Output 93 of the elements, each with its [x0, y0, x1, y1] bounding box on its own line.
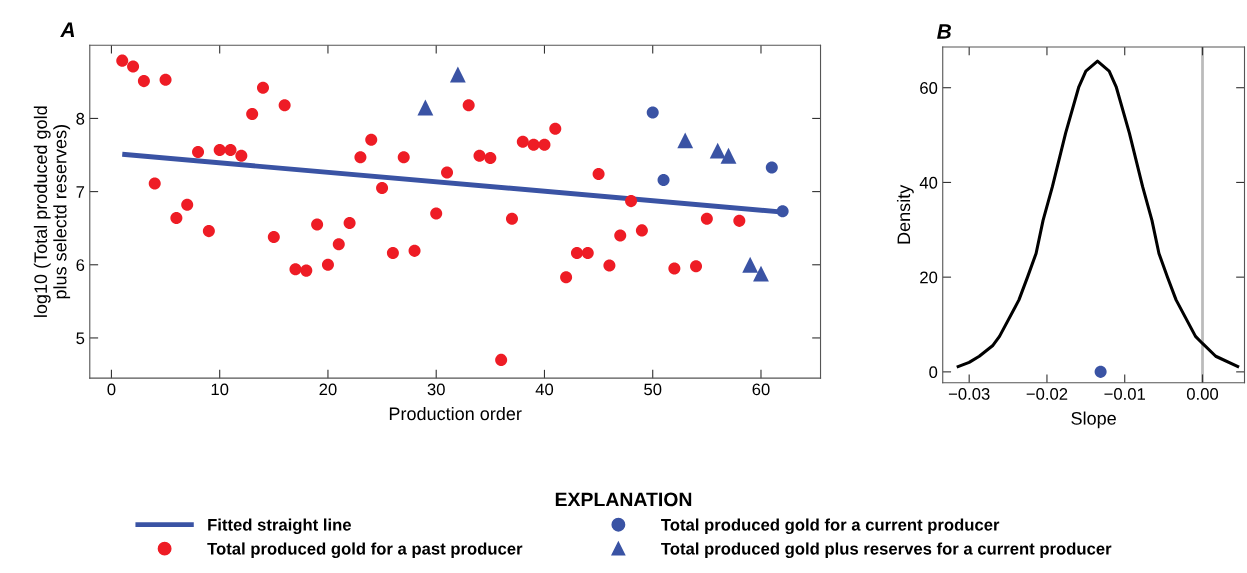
point	[235, 149, 248, 162]
x-tick-label: 0.00	[1186, 388, 1219, 400]
point	[192, 146, 205, 159]
chart-title: B	[937, 24, 951, 39]
point	[560, 271, 573, 284]
point	[462, 99, 475, 112]
point	[646, 106, 659, 119]
point	[137, 75, 150, 88]
point	[709, 142, 726, 159]
point	[720, 147, 737, 164]
point	[311, 218, 324, 231]
point	[332, 238, 345, 251]
point	[397, 151, 410, 164]
x-axis-title: Slope	[1071, 411, 1116, 429]
point	[668, 262, 681, 275]
point	[116, 54, 129, 67]
point	[549, 122, 562, 135]
point	[246, 108, 259, 121]
point	[484, 151, 497, 164]
point	[700, 212, 713, 225]
line-series	[955, 59, 1241, 369]
point	[495, 353, 508, 366]
point	[527, 138, 540, 151]
y-tick-label: 0	[929, 366, 938, 379]
point	[505, 212, 518, 225]
point	[690, 260, 703, 273]
x-tick-label: −0.02	[1026, 388, 1068, 400]
point	[742, 256, 759, 273]
point	[657, 173, 670, 186]
y-tick-label: 8	[76, 112, 85, 125]
point	[635, 224, 648, 237]
point	[473, 149, 486, 162]
point	[603, 259, 616, 272]
point	[538, 138, 551, 151]
x-tick-label: 0	[107, 383, 116, 396]
y-tick-label: 5	[76, 332, 85, 345]
point	[354, 151, 367, 164]
point	[417, 99, 434, 116]
point	[733, 214, 746, 227]
point	[181, 198, 194, 211]
point	[159, 73, 172, 86]
point	[625, 195, 638, 208]
point	[376, 181, 389, 194]
x-axis-title: Production order	[389, 406, 522, 421]
x-tick-label: −0.03	[948, 388, 990, 400]
legend-label: Total produced gold plus reserves for a current producer	[661, 542, 1112, 558]
point	[300, 264, 313, 277]
point	[449, 66, 466, 83]
point	[127, 60, 140, 73]
point	[592, 168, 605, 181]
x-tick-label: 50	[644, 383, 662, 396]
legend-label: Total produced gold for a past producer	[207, 542, 523, 558]
point	[408, 244, 421, 257]
point	[386, 247, 399, 260]
point	[570, 247, 583, 260]
point	[213, 143, 226, 156]
point	[321, 258, 334, 271]
x-tick-label: 20	[319, 383, 337, 396]
point	[753, 265, 769, 282]
point	[343, 217, 356, 230]
point	[765, 161, 778, 174]
point	[516, 135, 529, 148]
y-tick-label: 6	[76, 259, 85, 271]
point	[224, 143, 237, 156]
point	[267, 230, 280, 243]
point	[365, 133, 378, 146]
point	[289, 263, 302, 276]
x-tick-label: 40	[535, 383, 554, 396]
legend-label: Total produced gold for a current producer	[661, 518, 1000, 535]
point	[256, 81, 270, 94]
point	[148, 177, 161, 190]
point	[202, 225, 215, 238]
legend-label: Fitted straight line	[208, 518, 351, 535]
y-tick-label: 40	[919, 176, 938, 189]
x-tick-label: −0.01	[1104, 388, 1145, 400]
y-axis-title: Density	[896, 184, 914, 244]
y-tick-label: 7	[76, 186, 85, 198]
legend-title: EXPLANATION	[555, 492, 692, 507]
y-tick-label: 20	[920, 271, 938, 284]
x-tick-label: 10	[211, 383, 229, 396]
point	[581, 247, 594, 260]
y-tick-label: 60	[920, 82, 938, 94]
y-axis-title: log10 (Total produced gold plus selectd reserves)	[33, 106, 71, 317]
point	[677, 132, 694, 149]
x-tick-label: 30	[427, 383, 445, 396]
point	[441, 166, 454, 179]
chart-title: A	[60, 22, 75, 37]
point	[278, 99, 291, 112]
point	[776, 205, 789, 218]
point	[614, 229, 627, 242]
point	[430, 207, 443, 220]
point	[170, 211, 183, 224]
x-tick-label: 60	[752, 383, 770, 396]
